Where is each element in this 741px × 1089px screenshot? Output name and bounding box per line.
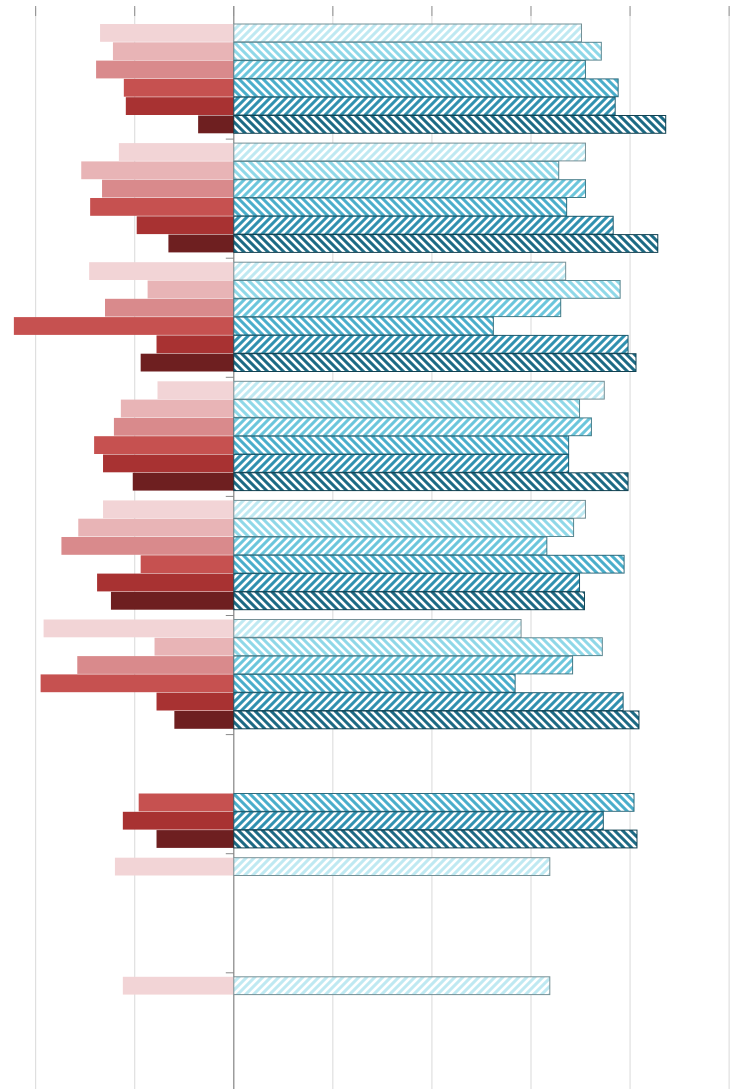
bar bbox=[233, 353, 637, 373]
bar bbox=[40, 674, 234, 693]
bar bbox=[122, 976, 234, 995]
bar bbox=[233, 976, 551, 996]
bar bbox=[125, 97, 234, 115]
bar bbox=[233, 417, 592, 437]
bar bbox=[233, 179, 586, 198]
bar bbox=[233, 829, 638, 849]
bar bbox=[100, 24, 234, 42]
bar bbox=[233, 673, 516, 693]
bar bbox=[233, 793, 635, 812]
bar bbox=[113, 417, 234, 436]
bar bbox=[94, 436, 234, 454]
bar bbox=[89, 262, 234, 280]
bar bbox=[198, 115, 234, 134]
bar bbox=[120, 399, 234, 418]
bar bbox=[110, 591, 234, 610]
bar bbox=[103, 500, 234, 519]
bar bbox=[233, 637, 603, 657]
bar bbox=[156, 830, 234, 848]
bar bbox=[136, 216, 234, 235]
bar bbox=[118, 143, 234, 161]
bar bbox=[233, 261, 567, 281]
bar bbox=[233, 655, 574, 675]
bar bbox=[233, 454, 570, 473]
bar bbox=[233, 591, 585, 611]
bar bbox=[157, 381, 234, 400]
bar bbox=[233, 710, 640, 730]
bar bbox=[233, 380, 605, 400]
bar bbox=[233, 536, 548, 556]
bar bbox=[78, 518, 234, 537]
bar bbox=[233, 472, 629, 492]
bar bbox=[138, 793, 234, 812]
bar bbox=[233, 298, 562, 318]
bar bbox=[156, 692, 234, 711]
bar bbox=[154, 637, 234, 656]
bar bbox=[233, 234, 659, 253]
bar bbox=[233, 399, 581, 418]
bar bbox=[174, 711, 234, 729]
bar bbox=[233, 78, 619, 98]
bar bbox=[90, 198, 234, 216]
bar bbox=[147, 280, 234, 299]
bar bbox=[233, 334, 629, 354]
bar bbox=[233, 499, 586, 519]
bar bbox=[168, 234, 234, 253]
bar bbox=[114, 857, 234, 876]
bar bbox=[102, 179, 234, 198]
bar bbox=[233, 316, 494, 336]
bar bbox=[77, 656, 234, 674]
bar bbox=[97, 573, 234, 592]
bar bbox=[140, 555, 234, 574]
bar bbox=[81, 161, 234, 180]
bar bbox=[233, 160, 560, 180]
bar bbox=[122, 811, 234, 830]
bar bbox=[233, 280, 621, 299]
bar bbox=[140, 353, 234, 372]
bar bbox=[233, 692, 624, 712]
bar bbox=[105, 298, 234, 317]
bar bbox=[233, 197, 568, 217]
bar bbox=[61, 537, 234, 555]
bar bbox=[233, 619, 522, 638]
bar bbox=[233, 554, 625, 574]
bar bbox=[233, 96, 616, 116]
bar bbox=[233, 435, 570, 455]
bar bbox=[96, 60, 234, 79]
bar bbox=[233, 811, 604, 831]
bar bbox=[233, 41, 602, 61]
bar bbox=[43, 619, 234, 638]
bar bbox=[233, 215, 614, 235]
bar bbox=[112, 42, 234, 61]
bar bbox=[233, 60, 586, 79]
bar bbox=[13, 317, 234, 335]
bar bbox=[233, 518, 575, 538]
bar bbox=[132, 472, 234, 491]
bar bbox=[233, 23, 583, 43]
bar bbox=[103, 454, 234, 473]
bar bbox=[233, 142, 586, 162]
bar bbox=[123, 78, 234, 97]
bar bbox=[233, 857, 551, 877]
bar bbox=[233, 115, 667, 134]
bar bbox=[156, 335, 234, 354]
bar bbox=[233, 573, 581, 592]
